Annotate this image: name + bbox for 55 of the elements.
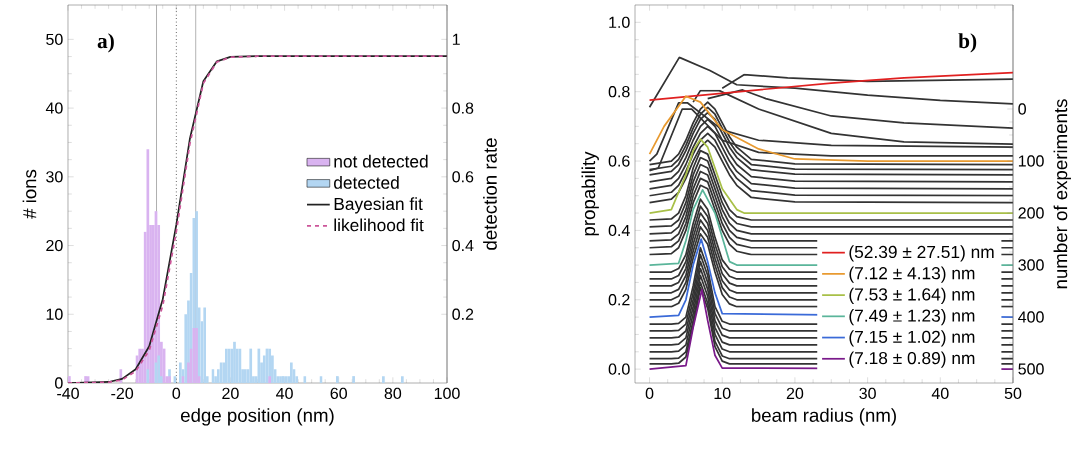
y2-tick-label: 200 [1018, 207, 1044, 219]
y-tick-label: 0 [55, 377, 63, 389]
x-tick-label: 10 [714, 387, 731, 400]
x-tick-label: 50 [1004, 387, 1022, 400]
y-tick-label: 0.6 [608, 155, 630, 167]
y-axis-title: # ions [22, 169, 37, 219]
y2-tick-label: 0.2 [452, 308, 474, 320]
y-tick-label: 10 [46, 308, 63, 320]
x-tick-label: 80 [384, 387, 402, 400]
legend-label: (7.49 ± 1.23) nm [849, 309, 975, 326]
y-tick-label: 50 [46, 33, 63, 46]
legend-label: likelihood fit [334, 218, 424, 232]
x-tick-label: 40 [931, 387, 949, 400]
legend-label: not detected [334, 154, 428, 168]
y-tick-label: 30 [46, 171, 63, 183]
legend-label: (7.18 ± 0.89) nm [849, 351, 975, 368]
x-tick-label: 0 [172, 387, 181, 400]
y-tick-label: 20 [46, 239, 63, 252]
y2-tick-label: 500 [1018, 363, 1044, 375]
x-tick-label: 60 [330, 387, 347, 400]
legend-label: detected [334, 176, 399, 189]
y2-tick-label: 0.8 [452, 102, 474, 114]
x-axis-title: beam radius (nm) [752, 408, 896, 426]
x-tick-label: 30 [859, 387, 876, 400]
x-tick-label: 0 [645, 387, 654, 400]
y2-tick-label: 0.4 [452, 239, 474, 252]
x-axis-title: edge position (nm) [180, 408, 334, 426]
y2-tick-label: 400 [1018, 311, 1044, 323]
y2-axis-title: number of experiments [1053, 99, 1071, 289]
y-tick-label: 40 [45, 102, 63, 114]
annotation: a) [97, 33, 114, 53]
legend-label: Bayesian fit [334, 197, 423, 214]
y2-tick-label: 0 [1018, 103, 1026, 115]
x-tick-label: 20 [222, 387, 239, 400]
annotation: b) [958, 33, 977, 53]
x-tick-label: -20 [111, 387, 134, 400]
y2-tick-label: 1 [452, 33, 460, 45]
y-tick-label: 0.0 [608, 363, 630, 375]
y-axis-title: propability [581, 151, 599, 236]
y2-axis-title: detection rate [483, 138, 497, 250]
y2-tick-label: 100 [1018, 155, 1044, 167]
legend-label: (7.53 ± 1.64) nm [849, 287, 975, 304]
y2-tick-label: 0.6 [452, 171, 474, 183]
x-tick-label: 20 [786, 387, 804, 400]
legend-label: (52.39 ± 27.51) nm [849, 245, 994, 262]
x-tick-label: 100 [434, 387, 460, 400]
y2-tick-label: 300 [1018, 259, 1044, 271]
y-tick-label: 1.0 [609, 16, 630, 28]
legend-label: (7.15 ± 1.02) nm [849, 330, 975, 347]
y-tick-label: 0.4 [608, 224, 630, 237]
x-tick-label: 40 [276, 387, 293, 400]
legend-label: (7.12 ± 4.13) nm [849, 266, 975, 283]
x-tick-label: -40 [57, 387, 79, 400]
y-tick-label: 0.2 [608, 294, 630, 306]
y-tick-label: 0.8 [608, 86, 630, 98]
